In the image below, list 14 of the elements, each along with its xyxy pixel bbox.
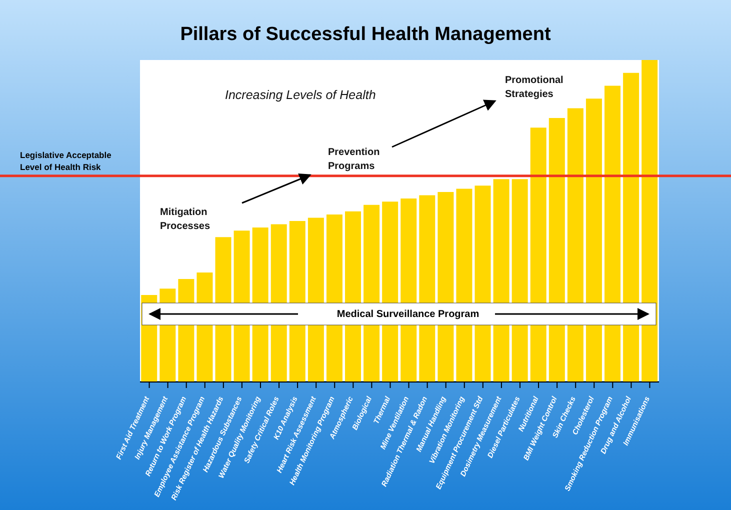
- chart-title: Pillars of Successful Health Management: [179, 24, 552, 46]
- bar: [604, 86, 621, 382]
- annotation: Increasing Levels of Health: [225, 88, 376, 102]
- ref-line-label: Legislative Acceptable Level of Health Risk: [20, 150, 112, 172]
- annotation: Medical Surveillance Program: [336, 309, 480, 320]
- bar: [623, 72, 640, 382]
- annotation: Prevention Programs: [328, 147, 380, 172]
- bar: [548, 118, 565, 382]
- bar: [642, 60, 658, 382]
- banner-box: Medical Surveillance Program: [142, 302, 656, 326]
- annotation: Promotional Strategies: [505, 75, 564, 100]
- bar: [567, 108, 584, 382]
- bar: [586, 98, 602, 382]
- annotation: Mitigation Processes: [160, 207, 210, 232]
